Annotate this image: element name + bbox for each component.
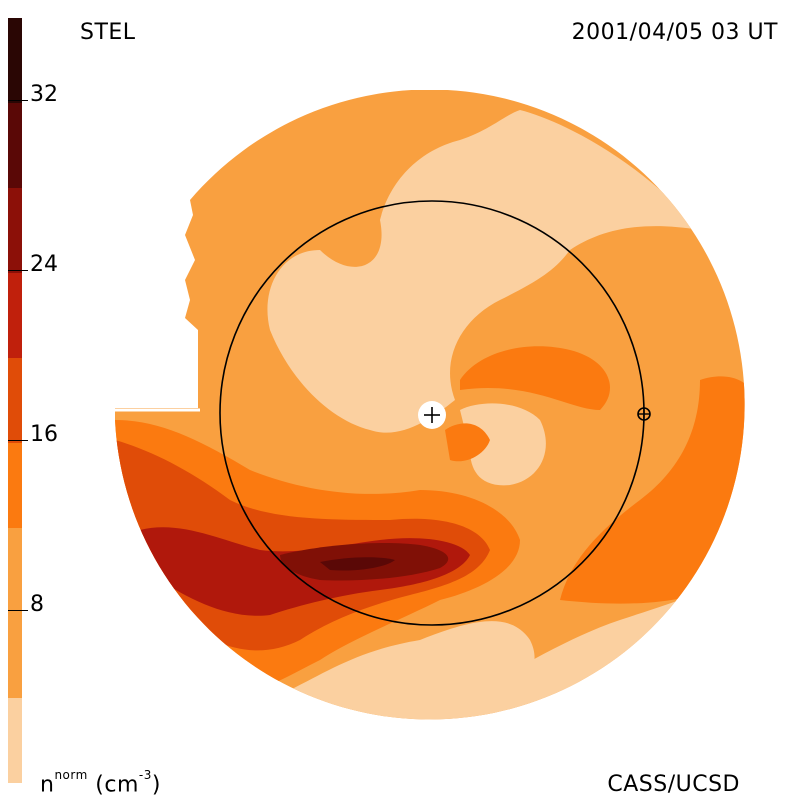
colorbar-tick xyxy=(8,100,28,101)
contour-orange-east xyxy=(460,346,610,410)
colorbar-band-5 xyxy=(8,188,22,273)
contour-orange-eastside xyxy=(560,376,745,604)
colorbar-tick xyxy=(8,610,28,611)
instrument-label: STEL xyxy=(80,20,136,45)
colorbar-unit-label: nnorm (cm-3) xyxy=(40,768,161,798)
colorbar-band-2 xyxy=(8,443,22,528)
credit-label: CASS/UCSD xyxy=(607,772,740,797)
contour-light-center xyxy=(460,403,546,486)
colorbar-tick-label: 32 xyxy=(30,82,58,107)
colorbar-band-4 xyxy=(8,273,22,358)
colorbar-band-6 xyxy=(8,103,22,188)
colorbar-tick-label: 16 xyxy=(30,422,58,447)
contour-darkest-core xyxy=(320,557,395,571)
colorbar-tick-label: 8 xyxy=(30,592,44,617)
colorbar-tick xyxy=(8,440,28,441)
contour-light-north xyxy=(267,110,700,433)
colorbar-tick xyxy=(8,270,28,271)
sun-plus-icon xyxy=(418,401,446,429)
colorbar xyxy=(8,18,22,783)
earth-icon xyxy=(637,407,651,421)
colorbar-tick-label: 24 xyxy=(30,252,58,277)
contour-orange-center xyxy=(445,423,490,462)
colorbar-band-0 xyxy=(8,698,22,783)
colorbar-band-7 xyxy=(8,18,22,103)
timestamp-label: 2001/04/05 03 UT xyxy=(571,20,778,45)
colorbar-band-1 xyxy=(8,528,22,698)
colorbar-band-3 xyxy=(8,358,22,443)
